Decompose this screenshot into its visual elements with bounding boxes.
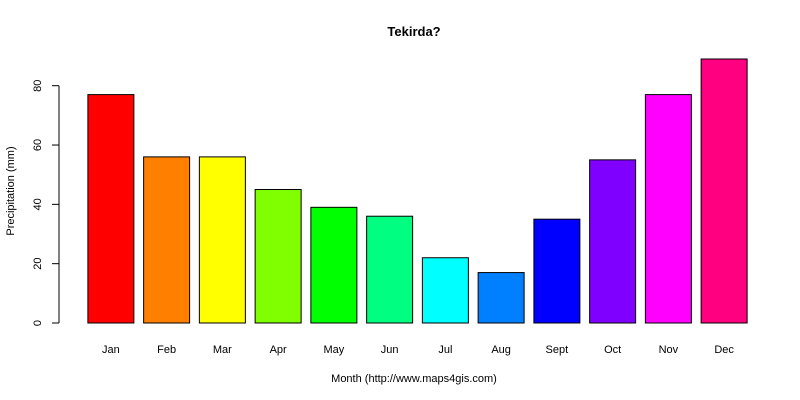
x-tick-label: Jul xyxy=(438,344,452,356)
y-tick-label: 60 xyxy=(32,139,44,151)
x-tick-label: Nov xyxy=(659,344,679,356)
x-tick-label: Feb xyxy=(157,344,176,356)
y-axis: 0 20 40 60 80 xyxy=(32,80,60,326)
x-tick-label: Apr xyxy=(270,344,287,356)
bar-aug xyxy=(477,272,525,324)
bar-feb xyxy=(143,156,191,324)
x-tick-label: Dec xyxy=(714,344,734,356)
y-tick-label: 0 xyxy=(32,320,44,326)
bar-jul xyxy=(421,257,469,324)
x-tick-label: Aug xyxy=(491,344,511,356)
y-axis-label: Precipitation (mm) xyxy=(5,146,17,235)
x-tick-labels: Jan Feb Mar Apr May Jun Jul Aug Sept Oct Nov Dec xyxy=(102,344,734,356)
x-axis-label: Month (http://www.maps4gis.com) xyxy=(331,373,497,385)
bar-oct xyxy=(589,159,637,324)
bar-sept xyxy=(533,218,581,324)
y-tick-label: 80 xyxy=(32,80,44,92)
bar-apr xyxy=(254,189,302,324)
y-tick-label: 40 xyxy=(32,198,44,210)
bar-jun xyxy=(366,215,414,324)
x-tick-label: Mar xyxy=(213,344,232,356)
bar-may xyxy=(310,206,358,324)
x-tick-label: Oct xyxy=(604,344,621,356)
x-tick-label: Sept xyxy=(546,344,569,356)
bar-dec xyxy=(700,58,748,324)
bar-jan xyxy=(87,94,135,324)
x-tick-label: Jan xyxy=(102,344,120,356)
bar-mar xyxy=(198,156,246,324)
y-tick-label: 20 xyxy=(32,258,44,270)
chart-title: Tekirda? xyxy=(387,24,440,39)
bars xyxy=(87,58,748,324)
x-tick-label: Jun xyxy=(381,344,399,356)
bar-nov xyxy=(644,94,692,324)
x-tick-label: May xyxy=(323,344,344,356)
